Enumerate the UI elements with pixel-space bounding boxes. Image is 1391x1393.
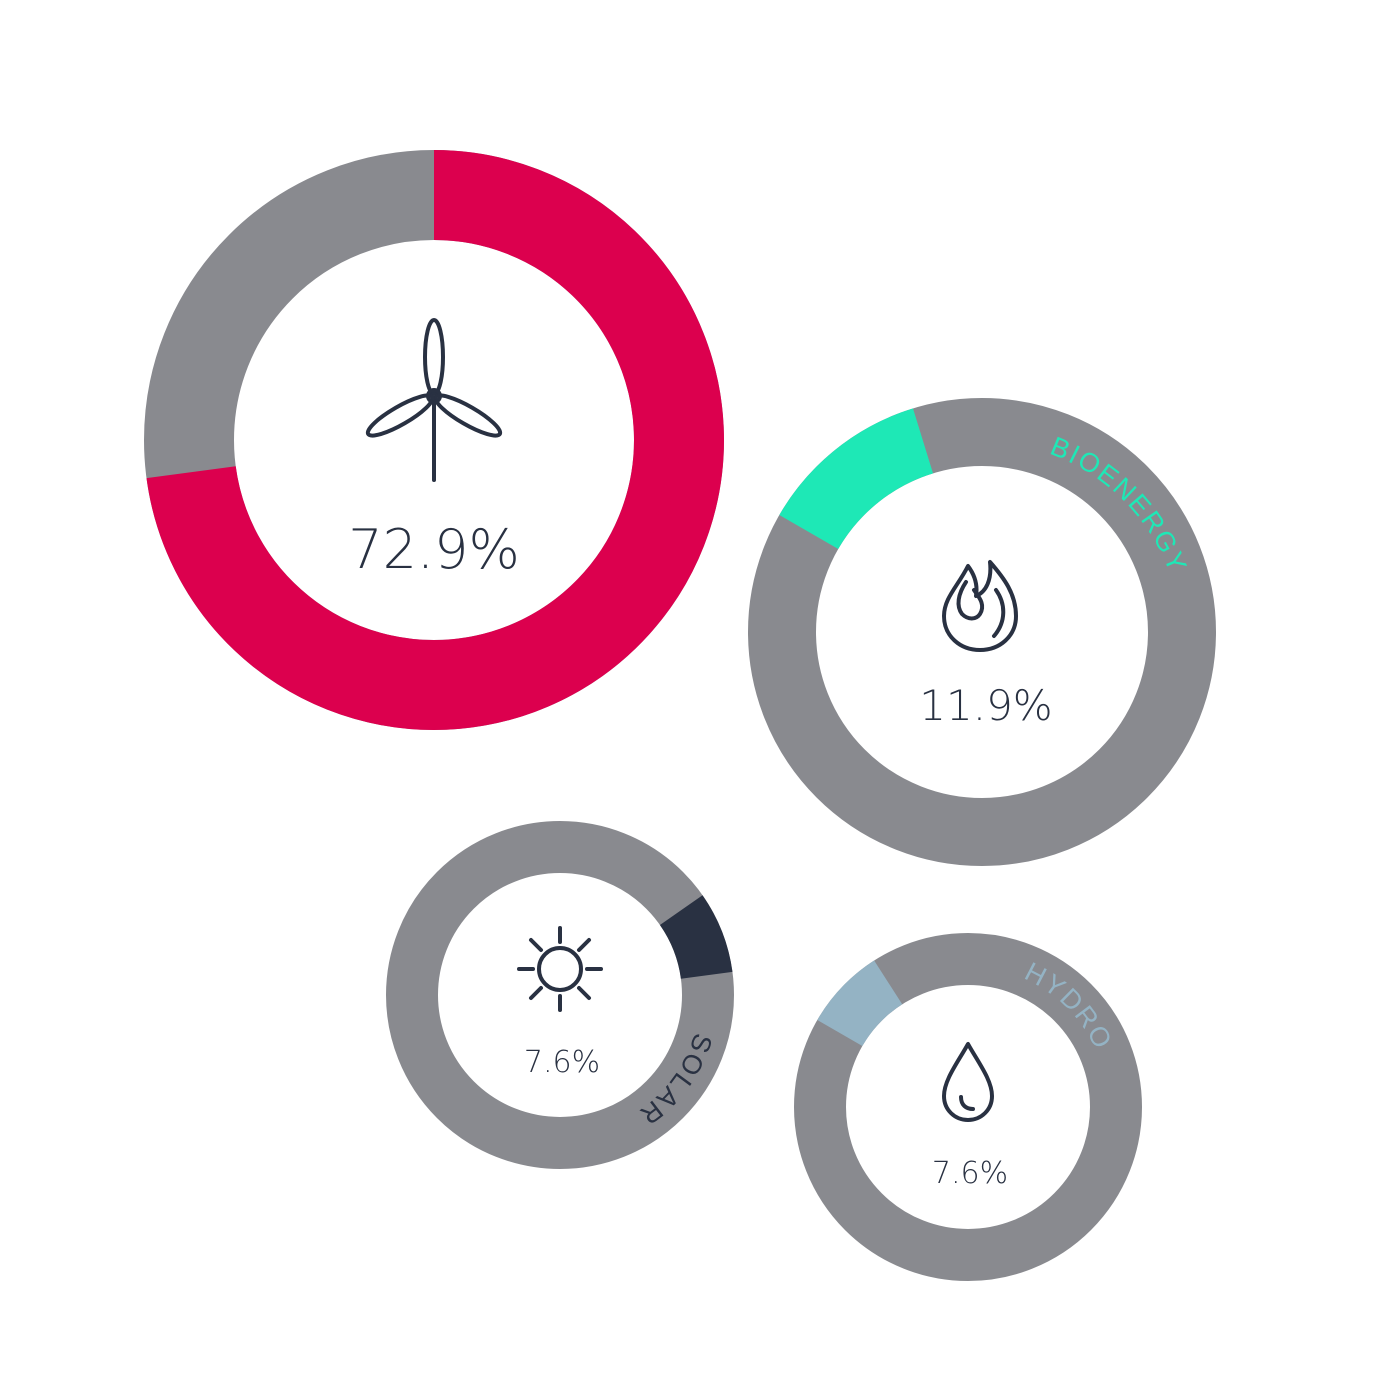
donut-remainder-hydro xyxy=(794,933,1142,1281)
donut-hydro: HYDRO 7.6% xyxy=(794,933,1142,1281)
donut-slice-bio xyxy=(779,408,934,550)
donut-slice-hydro xyxy=(817,960,903,1047)
sun-icon xyxy=(517,926,603,1012)
donut-solar: SOLAR 7.6% xyxy=(386,821,734,1169)
donut-slice-solar xyxy=(659,895,733,980)
flame-icon xyxy=(942,560,1018,652)
donut-remainder-solar xyxy=(386,821,734,1169)
pct-bioenergy: 11.9% xyxy=(919,681,1052,730)
pct-solar: 7.6% xyxy=(524,1045,600,1080)
donut-remainder-bio xyxy=(748,398,1216,866)
water-drop-icon xyxy=(942,1042,994,1122)
donut-bioenergy: BIOENERGY 11.9% xyxy=(748,398,1216,866)
pct-wind-power: 72.9% xyxy=(348,518,520,581)
pct-hydro: 7.6% xyxy=(932,1156,1008,1191)
donut-wind-power: WIND POWER 72.9% xyxy=(144,150,724,730)
wind-turbine-icon xyxy=(365,318,503,482)
donut-slice-wind xyxy=(146,150,724,730)
